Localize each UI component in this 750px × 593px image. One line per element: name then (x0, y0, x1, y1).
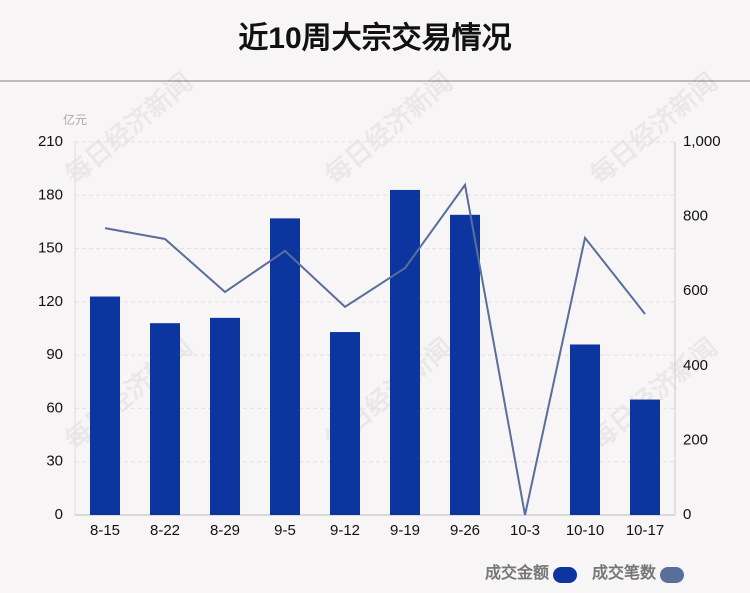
bar (210, 317, 240, 515)
legend-swatch (553, 567, 577, 583)
unit-label: 亿元 (63, 112, 87, 127)
x-tick-label: 8-29 (210, 522, 240, 539)
y-tick-label: 30 (46, 453, 63, 470)
y2-tick-label: 600 (683, 282, 708, 299)
chart-title: 近10周大宗交易情况 (238, 21, 511, 55)
bar (90, 296, 120, 515)
y-tick-label: 0 (55, 506, 63, 523)
y2-tick-label: 800 (683, 208, 708, 225)
y-tick-label: 60 (46, 399, 63, 416)
y-tick-label: 180 (38, 186, 63, 203)
x-tick-label: 10-10 (566, 522, 604, 539)
bar (570, 344, 600, 515)
y2-tick-label: 1,000 (683, 133, 721, 150)
bar (150, 323, 180, 515)
x-tick-label: 9-26 (450, 522, 480, 539)
y-tick-label: 90 (46, 346, 63, 363)
y2-tick-label: 0 (683, 506, 691, 523)
line (104, 182, 646, 516)
bar (270, 218, 300, 515)
x-tick-label: 9-5 (274, 522, 296, 539)
legend-label: 成交金额 (485, 563, 549, 582)
bar (450, 214, 480, 516)
watermark: 每日经济新闻 (319, 67, 458, 190)
legend-swatch (660, 567, 684, 583)
x-tick-label: 8-22 (150, 522, 180, 539)
y-tick-label: 120 (38, 293, 63, 310)
bar (330, 332, 360, 515)
y2-tick-label: 400 (683, 357, 708, 374)
legend-label: 成交笔数 (592, 563, 657, 582)
x-tick-label: 10-17 (626, 522, 664, 539)
x-tick-label: 9-19 (390, 522, 420, 539)
y-tick-label: 210 (38, 133, 63, 150)
watermark: 每日经济新闻 (584, 67, 723, 190)
y-tick-label: 150 (38, 240, 63, 257)
bar (390, 189, 420, 515)
x-tick-label: 9-12 (330, 522, 360, 539)
bar (630, 399, 660, 515)
x-tick-label: 10-3 (510, 522, 540, 539)
watermark: 每日经济新闻 (59, 67, 198, 190)
x-tick-label: 8-15 (90, 522, 120, 539)
y2-tick-label: 200 (683, 431, 708, 448)
